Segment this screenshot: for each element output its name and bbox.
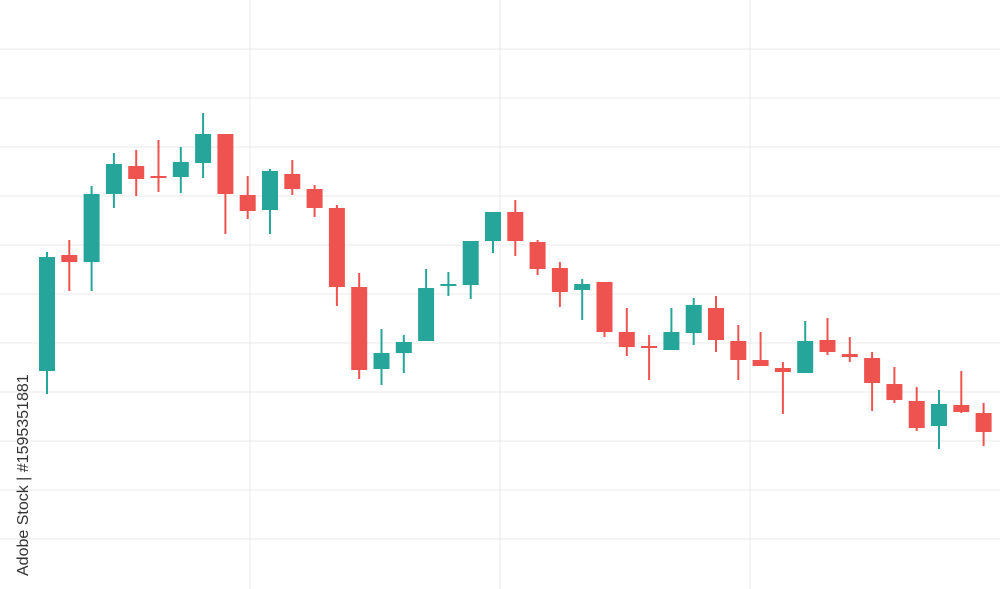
candle-body [551,268,568,292]
candle-body [752,360,769,366]
candle-body [105,164,122,194]
candle-body [908,401,925,428]
candle-body [262,171,278,210]
candle-body [975,413,992,432]
candle-body [507,212,524,241]
candle-body [150,176,167,178]
candle-body [172,162,189,177]
candle-body [61,255,78,262]
candle-body [395,342,412,353]
candle-body [195,134,212,163]
candle-body [485,212,501,241]
candle-body [418,288,435,341]
candle-body [886,384,903,400]
candle-body [663,332,680,350]
candle-body [641,346,658,348]
watermark: Adobe Stock | #1595351881 [15,374,32,576]
candle-body [351,287,368,370]
candle-body [774,368,791,372]
candle-body [618,332,635,347]
candle-body [217,134,234,194]
candle-body [931,404,947,426]
candle-body [440,284,457,286]
candle-body [373,353,390,369]
candles [39,113,992,449]
candle-body [328,208,345,287]
candle-body [685,305,702,333]
candle-body [708,308,724,340]
candle-body [83,194,100,262]
candle-body [574,284,591,290]
candle-body [730,341,747,360]
candle-body [462,241,479,285]
candle-body [39,257,55,371]
candle-body [797,341,814,373]
candle-body [284,174,301,189]
candle-body [239,195,256,211]
candle-body [841,354,858,357]
candle-body [864,358,881,383]
candle-body [596,282,613,332]
candle-body [819,340,836,352]
candle-body [953,405,970,412]
candle-body [128,166,145,179]
candle-body [306,189,323,208]
candle-body [529,242,546,269]
